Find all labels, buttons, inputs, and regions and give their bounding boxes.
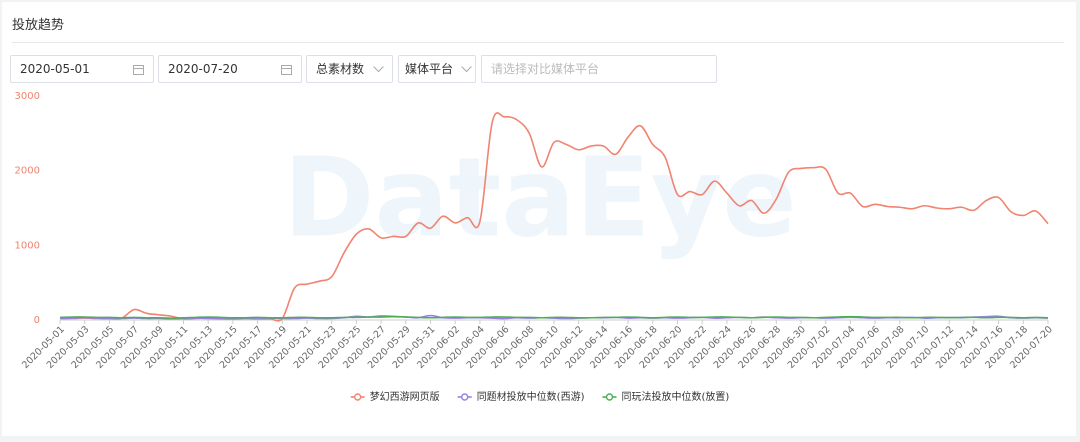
legend-item: 梦幻西游网页版 (350, 390, 440, 403)
series-line (59, 315, 1049, 319)
legend-marker (460, 393, 469, 401)
start-date-input[interactable]: 2020-05-01 (10, 55, 154, 83)
divider (12, 42, 1064, 43)
end-date: 2020-07-20 (168, 62, 238, 76)
legend-label: 同题材投放中位数(西游) (477, 390, 585, 403)
metric-select[interactable]: 总素材数 (306, 55, 393, 83)
legend-item: 同玩法投放中位数(放置) (602, 390, 730, 403)
chevron (461, 66, 472, 73)
metric: 总素材数 (316, 62, 365, 76)
legend-label: 梦幻西游网页版 (370, 390, 440, 403)
y-tick-label: 2000 (15, 166, 40, 177)
start-date: 2020-05-01 (20, 62, 90, 76)
y-tick-label: 0 (34, 315, 40, 326)
y-tick-label: 3000 (15, 91, 40, 102)
section-title: 投放趋势 (12, 18, 65, 33)
compare-platform-input[interactable]: 请选择对比媒体平台 (481, 55, 717, 83)
y-tick-label: 1000 (15, 240, 40, 251)
end-date-input[interactable]: 2020-07-20 (158, 55, 302, 83)
chevron (373, 66, 384, 73)
legend-label: 同玩法投放中位数(放置) (622, 390, 730, 403)
card: 投放趋势 2020-05-01 2020-07-20 总素材数 媒体平台 请选择… (2, 2, 1076, 436)
placeholder: 请选择对比媒体平台 (491, 62, 600, 76)
legend-marker (353, 393, 362, 401)
platform: 媒体平台 (405, 62, 454, 76)
platform-select[interactable]: 媒体平台 (398, 55, 476, 83)
legend-item: 同题材投放中位数(西游) (457, 390, 585, 403)
legend-marker (605, 393, 614, 401)
calendar-icon (133, 65, 144, 75)
calendar-icon (281, 65, 292, 75)
watermark: DataEye (283, 133, 797, 261)
